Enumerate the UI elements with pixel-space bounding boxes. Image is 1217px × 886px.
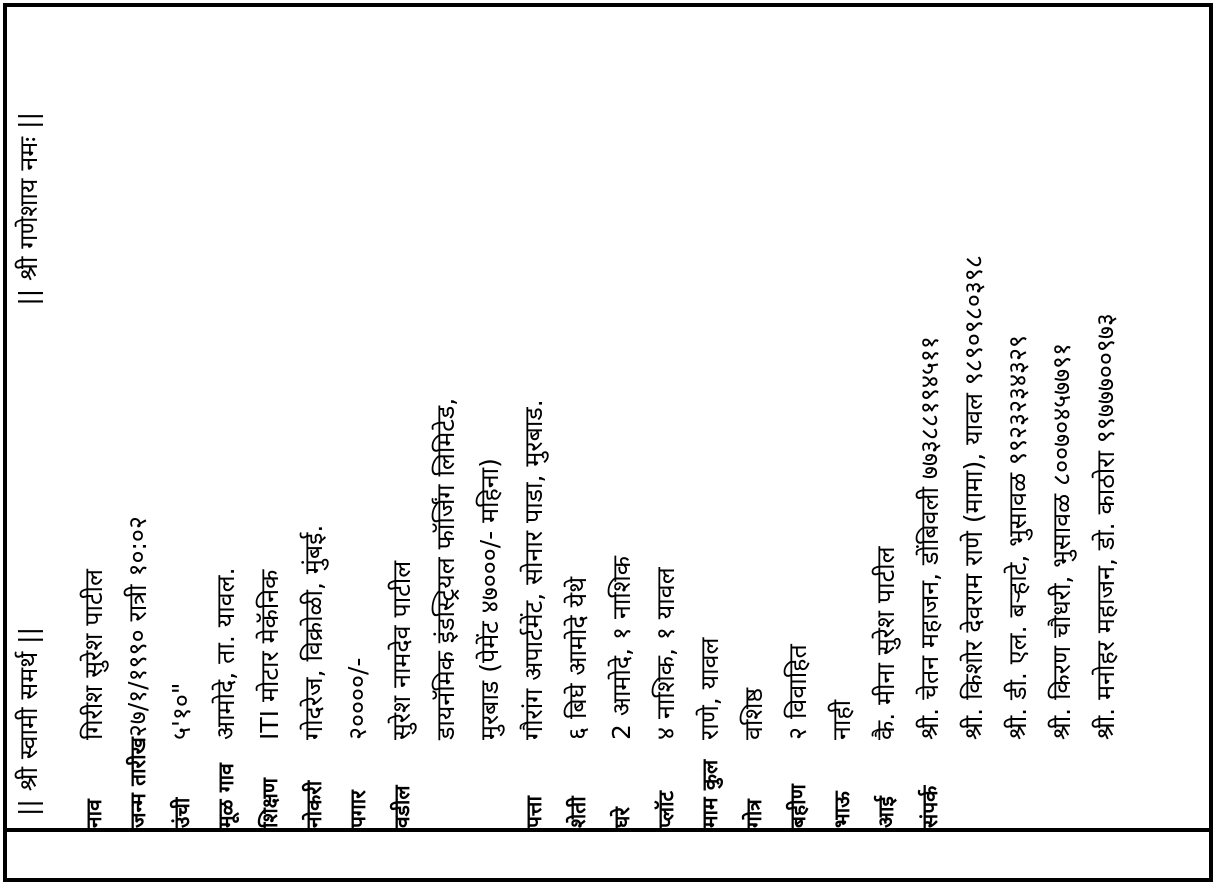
field-value: नाही xyxy=(820,700,864,740)
field-value: गिरीश सुरेश पाटील xyxy=(72,569,116,740)
field-label: नाव xyxy=(82,799,106,828)
field-value: ITI मोटार मेकॅनिक xyxy=(248,570,292,740)
value-line: गोदरेज, विक्रोळी, मुंबई. xyxy=(299,524,328,740)
value-line: २७/१/१९९० रात्री १०:०२ xyxy=(123,516,152,738)
field-value: कै. मीना सुरेश पाटील xyxy=(864,546,908,740)
value-line: गौरांग अपार्टमेंट, सोनार पाडा, मुरबाड. xyxy=(519,399,548,740)
field-value: राणे, यावल xyxy=(688,638,732,741)
value-line: कै. मीना सुरेश पाटील xyxy=(871,546,900,740)
value-line: ४ नाशिक, १ यावल xyxy=(651,567,680,740)
value-line: २ विवाहित xyxy=(783,644,812,740)
value-line: वशिष्ठ xyxy=(739,687,768,740)
field-value: २७/१/१९९० रात्री १०:०२ xyxy=(116,516,160,737)
field-rows: नाव गिरीश सुरेश पाटील जन्म तारीख २७/१/१९… xyxy=(72,0,1128,886)
field-label: घरे xyxy=(610,807,634,828)
value-line: श्री. किशोर देवराम राणे (मामा), यावल ९८९… xyxy=(959,255,988,740)
value-line: श्री. मनोहर महाजन, डो. काठोरा ९९७७७००९७३ xyxy=(1091,313,1120,740)
value-line: ५'१०" xyxy=(167,682,196,740)
value-line: आमोदे, ता. यावल. xyxy=(211,567,240,740)
field-value: २ विवाहित xyxy=(776,644,820,740)
field-label: बहीण xyxy=(786,784,810,828)
value-line: नाही xyxy=(827,699,856,740)
field-label: पत्ता xyxy=(522,796,546,828)
field-row-janma-tarikh: जन्म तारीख २७/१/१९९० रात्री १०:०२ xyxy=(116,0,160,886)
invocation-left: || श्री स्वामी समर्थ || xyxy=(14,626,43,816)
field-value: ५'१०" xyxy=(160,683,204,740)
field-label: संपर्क xyxy=(918,785,942,828)
field-row-ghare: घरे 2 आमोदे, १ नाशिक xyxy=(600,0,644,886)
field-label: शिक्षण xyxy=(258,778,282,828)
value-line: श्री. चेतन महाजन, डोंबिवली ७७३८८१९४५११ xyxy=(915,336,944,740)
field-value: सुरेश नामदेव पाटील डायनॅमिक इंडस्ट्रियल … xyxy=(380,398,512,740)
value-line: श्री. डी. एल. बऱ्हाटे, भुसावळ ९९२३२३४३२९ xyxy=(1003,334,1032,740)
field-row-aai: आई कै. मीना सुरेश पाटील xyxy=(864,0,908,886)
value-line: डायनॅमिक इंडस्ट्रियल फॉर्जिंग लिमिटेड, xyxy=(431,397,460,740)
field-value: श्री. चेतन महाजन, डोंबिवली ७७३८८१९४५११ श… xyxy=(908,255,1128,740)
field-value: ४ नाशिक, १ यावल xyxy=(644,567,688,740)
value-line: २००००/- xyxy=(343,657,372,740)
value-line: 2 आमोदे, १ नाशिक xyxy=(607,556,636,740)
field-label: भाऊ xyxy=(830,791,854,828)
field-label: जन्म तारीख xyxy=(126,737,150,828)
field-row-patta: पत्ता गौरांग अपार्टमेंट, सोनार पाडा, मुर… xyxy=(512,0,556,886)
field-label: माम कुल xyxy=(698,759,722,828)
field-row-shikshan: शिक्षण ITI मोटार मेकॅनिक xyxy=(248,0,292,886)
field-label: गोत्र xyxy=(742,799,766,828)
field-value: 2 आमोदे, १ नाशिक xyxy=(600,556,644,740)
value-line: मुरबाड (पेमेंट ४७०००/- महिना) xyxy=(475,458,504,740)
field-row-nokari: नोकरी गोदरेज, विक्रोळी, मुंबई. xyxy=(292,0,336,886)
field-label: नोकरी xyxy=(302,780,326,828)
field-row-sampark: संपर्क श्री. चेतन महाजन, डोंबिवली ७७३८८१… xyxy=(908,0,1128,886)
field-row-pagar: पगार २००००/- xyxy=(336,0,380,886)
field-label: उंची xyxy=(170,797,194,828)
field-label: वडील xyxy=(390,785,414,828)
value-line: श्री. किरण चौधरी, भुसावळ ८००७०४५७७९१ xyxy=(1047,342,1076,740)
field-value: ६ बिघे आमोदे येथे xyxy=(556,577,600,740)
field-row-maam-kul: माम कुल राणे, यावल xyxy=(688,0,732,886)
field-row-naav: नाव गिरीश सुरेश पाटील xyxy=(72,0,116,886)
value-line: राणे, यावल xyxy=(695,637,724,741)
field-row-mul-gaav: मूळ गाव आमोदे, ता. यावल. xyxy=(204,0,248,886)
field-value: गौरांग अपार्टमेंट, सोनार पाडा, मुरबाड. xyxy=(512,399,556,740)
field-value: आमोदे, ता. यावल. xyxy=(204,567,248,740)
field-row-sheti: शेती ६ बिघे आमोदे येथे xyxy=(556,0,600,886)
value-line: ६ बिघे आमोदे येथे xyxy=(563,576,592,740)
field-value: वशिष्ठ xyxy=(732,688,776,740)
field-value: २००००/- xyxy=(336,658,380,740)
field-value: गोदरेज, विक्रोळी, मुंबई. xyxy=(292,525,336,740)
invocation-header: || श्री स्वामी समर्थ || || श्री गणेशाय न… xyxy=(12,0,46,886)
invocation-right: || श्री गणेशाय नमः || xyxy=(14,112,43,306)
field-label: शेती xyxy=(566,796,590,828)
value-line: ITI मोटार मेकॅनिक xyxy=(255,569,284,740)
field-row-unchi: उंची ५'१०" xyxy=(160,0,204,886)
field-label: आई xyxy=(874,796,898,828)
field-label: मूळ गाव xyxy=(214,763,238,828)
field-row-plot: प्लॉट ४ नाशिक, १ यावल xyxy=(644,0,688,886)
field-label: पगार xyxy=(346,790,370,828)
value-line: सुरेश नामदेव पाटील xyxy=(387,560,416,740)
field-row-gotra: गोत्र वशिष्ठ xyxy=(732,0,776,886)
value-line: गिरीश सुरेश पाटील xyxy=(79,569,108,740)
field-row-bhau: भाऊ नाही xyxy=(820,0,864,886)
field-label: प्लॉट xyxy=(654,790,678,828)
field-row-vadil: वडील सुरेश नामदेव पाटील डायनॅमिक इंडस्ट्… xyxy=(380,0,512,886)
field-row-bahin: बहीण २ विवाहित xyxy=(776,0,820,886)
